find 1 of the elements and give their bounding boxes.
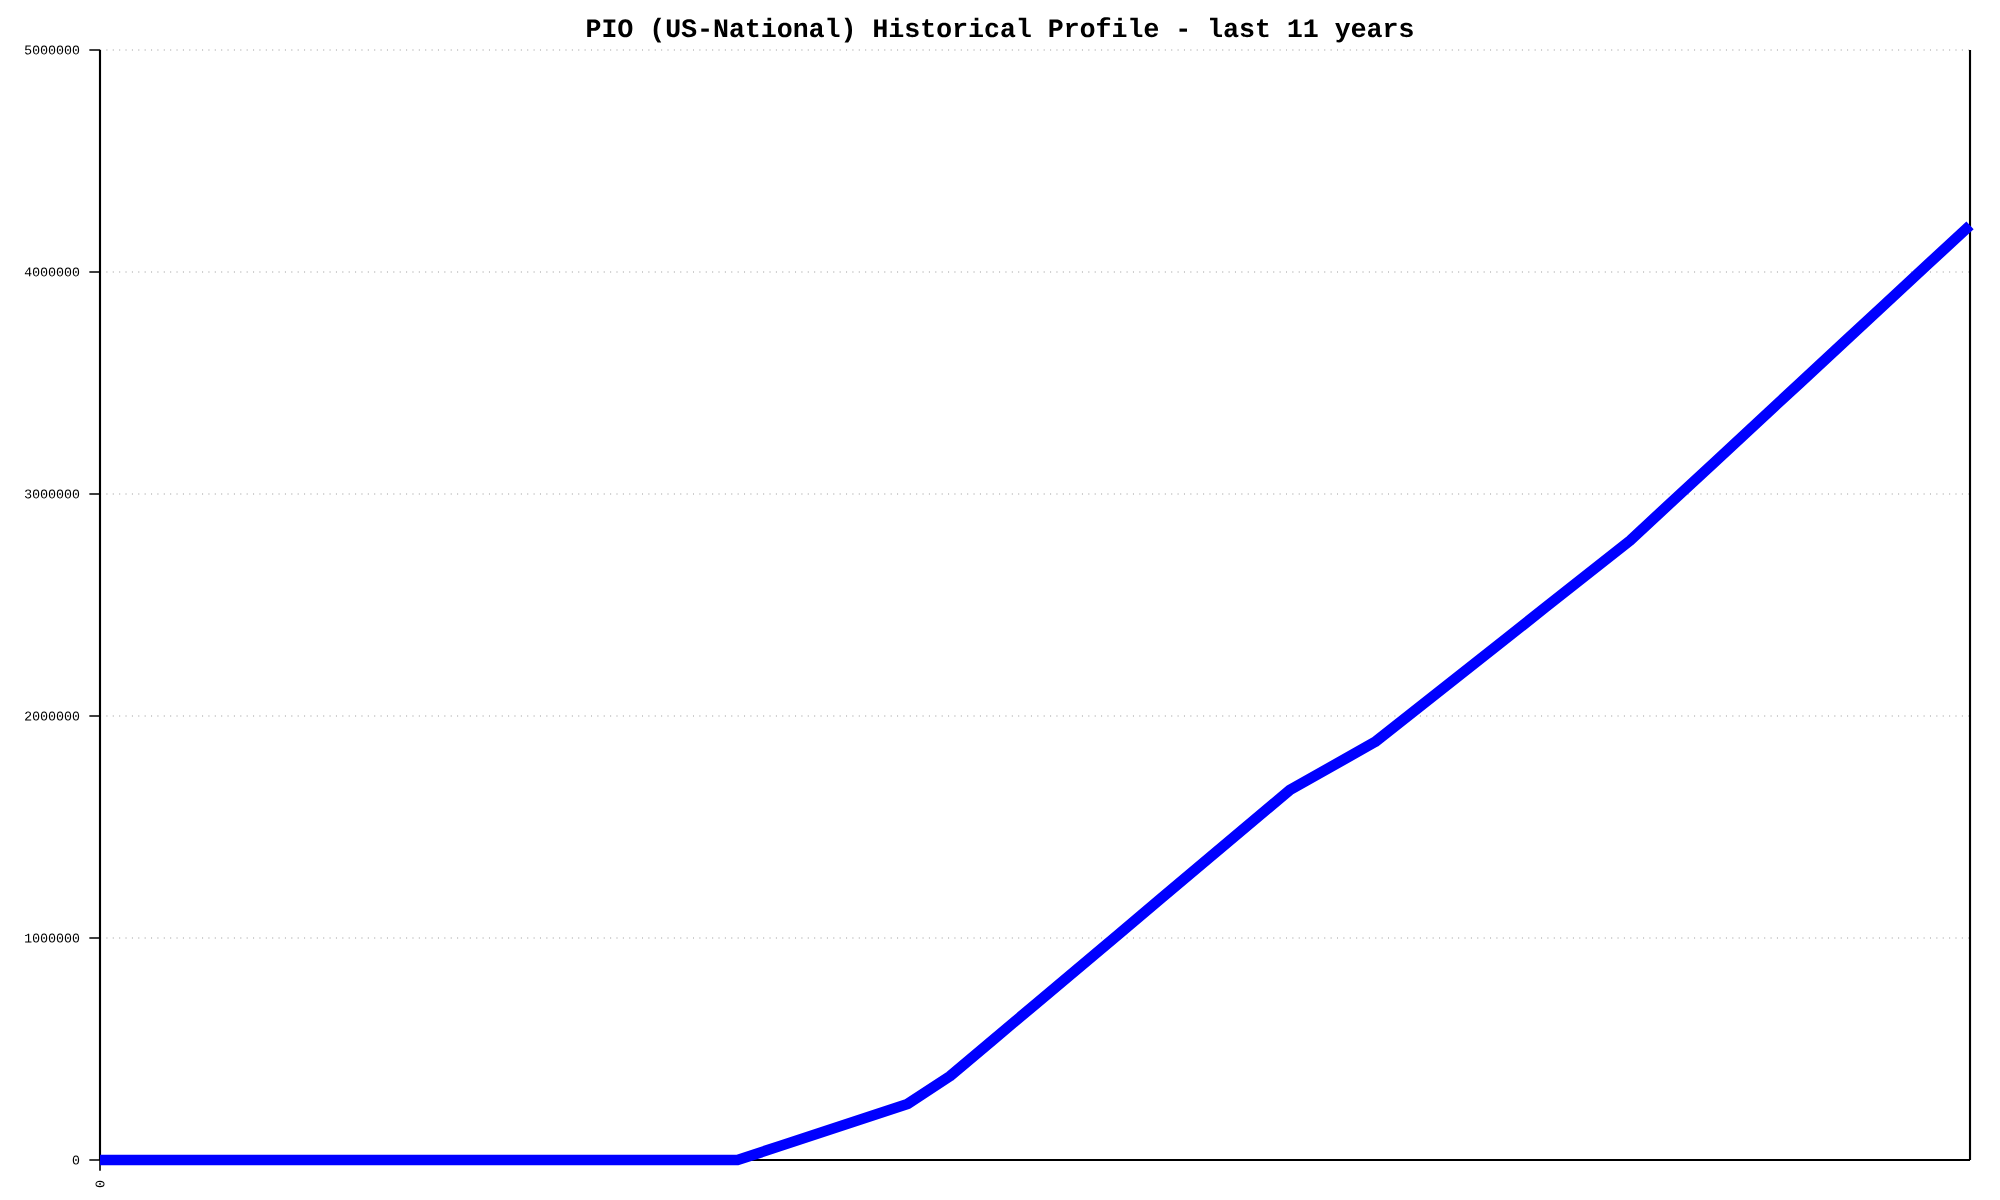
- chart-title: PIO (US-National) Historical Profile - last 11 years: [587, 17, 1413, 43]
